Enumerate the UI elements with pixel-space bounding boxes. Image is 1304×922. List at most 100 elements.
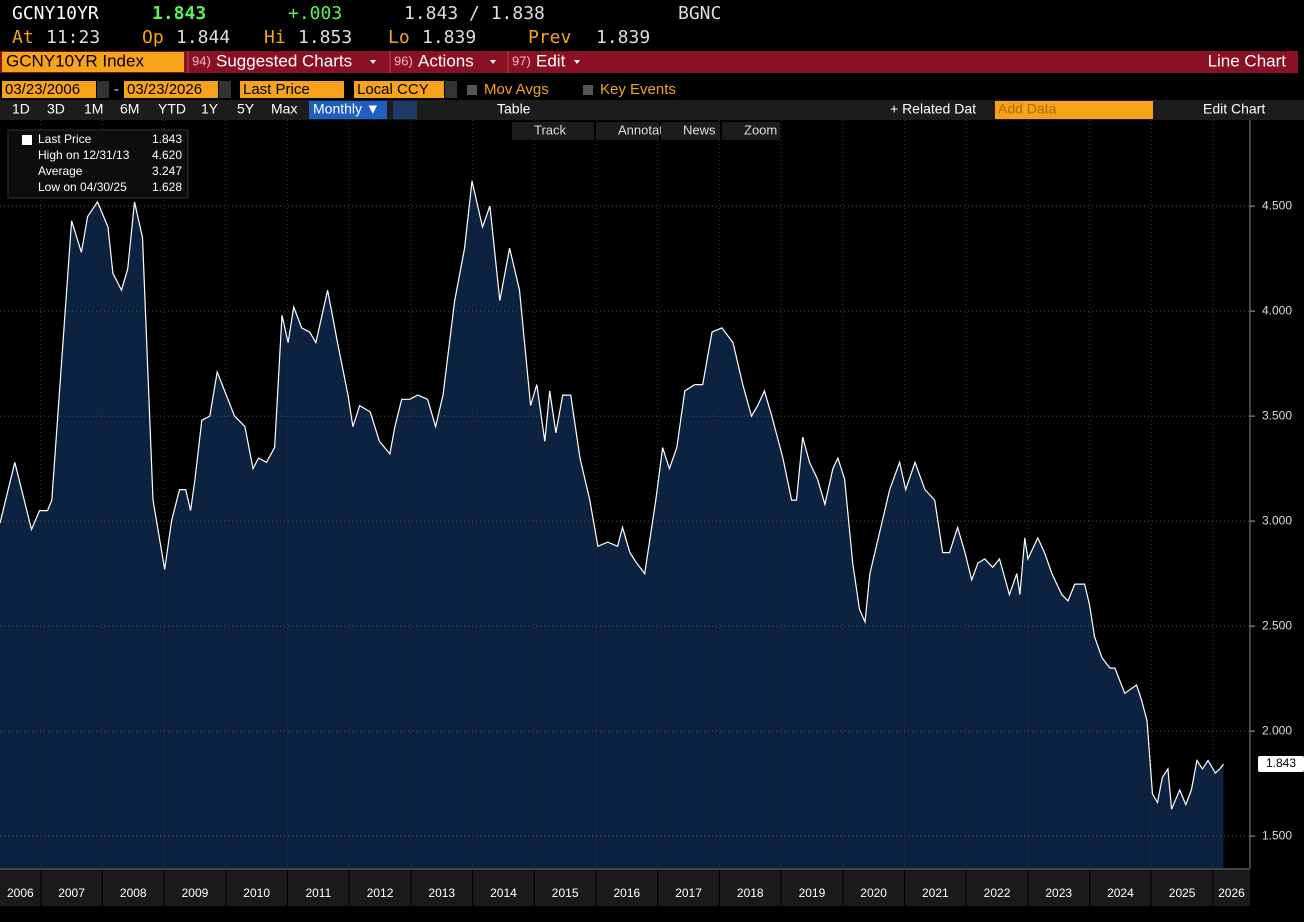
field-value: 1.839 <box>422 27 476 48</box>
x-tick-label: 2024 <box>1107 886 1134 900</box>
field-value: 1.844 <box>176 27 230 48</box>
field-label: Prev <box>528 27 571 48</box>
x-tick-label: 2007 <box>58 886 85 900</box>
calendar-icon[interactable] <box>219 81 231 98</box>
x-axis-band <box>0 870 1250 906</box>
legend-label: Low on 04/30/25 <box>38 180 127 194</box>
x-tick-label: 2010 <box>243 886 270 900</box>
line <box>0 180 1224 810</box>
tool-label: News <box>683 122 716 137</box>
security: GCNY10YR Index <box>6 51 144 70</box>
x-tick-label: 2022 <box>984 886 1011 900</box>
field-label: Lo <box>388 27 410 48</box>
menu-num: 94) <box>192 53 211 68</box>
legend-value: 1.843 <box>152 132 182 146</box>
security-box[interactable] <box>2 52 184 72</box>
dropdown[interactable] <box>445 81 457 98</box>
tool-button[interactable] <box>661 122 720 140</box>
legend-value: 3.247 <box>152 164 182 178</box>
x-tick-label: 2012 <box>367 886 394 900</box>
y-tick-label: 2.500 <box>1262 618 1292 632</box>
mov-avgs[interactable]: Mov Avgs <box>484 81 549 98</box>
period-button[interactable]: YTD <box>158 101 186 117</box>
tool-label: Annotate <box>618 122 670 137</box>
frequency: Monthly ▼ <box>313 101 380 117</box>
tool-button[interactable] <box>722 122 780 140</box>
table-button[interactable]: Table <box>497 101 531 117</box>
line-icon[interactable] <box>393 101 417 119</box>
end-date: 03/23/2026 <box>127 81 202 98</box>
y-tick-label: 1.500 <box>1262 828 1292 842</box>
chart-kind: Line Chart <box>1208 51 1287 70</box>
area <box>0 180 1224 868</box>
legend-label: High on 12/31/13 <box>38 148 130 162</box>
menu-item[interactable]: Edit <box>536 51 566 70</box>
start-date: 03/23/2006 <box>5 81 80 98</box>
x-tick-label: 2009 <box>182 886 209 900</box>
tool-button[interactable] <box>512 122 594 140</box>
related-data[interactable]: + Related Dat <box>890 101 976 117</box>
edit-chart[interactable]: Edit Chart <box>1203 101 1265 117</box>
field-label: At <box>12 27 34 48</box>
y-tick-label: 3.500 <box>1262 408 1292 422</box>
period-button[interactable]: Max <box>271 101 297 117</box>
menu-caret <box>490 60 496 64</box>
date-dash: - <box>114 81 119 98</box>
x-tick-label: 2018 <box>737 886 764 900</box>
period-button[interactable]: 6M <box>120 101 139 117</box>
currency: Local CCY <box>357 81 429 98</box>
period-button[interactable]: 5Y <box>237 101 255 117</box>
bid-ask: 1.843 / 1.838 <box>404 3 545 24</box>
menu-item[interactable]: Suggested Charts <box>216 51 352 70</box>
legend-value: 4.620 <box>152 148 182 162</box>
menu-bar <box>0 51 1298 73</box>
x-tick-label: 2006 <box>7 886 34 900</box>
calendar-icon[interactable] <box>97 81 109 98</box>
tool-label: Track <box>534 122 567 137</box>
field: Last Price <box>243 81 310 98</box>
x-tick-label: 2019 <box>799 886 826 900</box>
y-tick-label: 3.000 <box>1262 513 1292 527</box>
menu-caret <box>370 60 376 64</box>
price: 1.843 <box>152 3 206 24</box>
x-tick-label: 2008 <box>120 886 147 900</box>
x-tick-label: 2021 <box>922 886 949 900</box>
add-data-box[interactable] <box>995 101 1153 119</box>
y-tick-label: 4.000 <box>1262 303 1292 317</box>
x-tick-label: 2023 <box>1045 886 1072 900</box>
ticker: GCNY10YR <box>12 3 99 24</box>
x-tick-label: 2011 <box>305 886 331 900</box>
end-date-box[interactable] <box>124 81 218 98</box>
y-tick-label: 4.500 <box>1262 198 1292 212</box>
field-value: 11:23 <box>46 27 100 48</box>
x-tick-label: 2017 <box>675 886 702 900</box>
checkbox[interactable] <box>583 85 593 95</box>
period-button[interactable]: 3D <box>47 101 65 117</box>
x-tick-label: 2013 <box>428 886 455 900</box>
x-tick-label: 2014 <box>490 886 517 900</box>
period-button[interactable]: 1Y <box>201 101 219 117</box>
start-date-box[interactable] <box>2 81 96 98</box>
tool-button[interactable] <box>596 122 659 140</box>
period-button[interactable]: 1D <box>12 101 30 117</box>
legend-label: Average <box>38 164 83 178</box>
checkbox[interactable] <box>467 85 477 95</box>
legend-swatch <box>22 135 32 145</box>
key-events[interactable]: Key Events <box>600 81 676 98</box>
field-value: 1.839 <box>596 27 650 48</box>
field-box[interactable] <box>240 81 344 98</box>
change: +.003 <box>288 3 342 24</box>
currency-box[interactable] <box>354 81 444 98</box>
y-tick-label: 2.000 <box>1262 723 1292 737</box>
field-label: Op <box>142 27 164 48</box>
menu-caret <box>574 60 580 64</box>
legend-box <box>7 129 189 199</box>
tool-label: Zoom <box>744 122 777 137</box>
period-button[interactable]: 1M <box>84 101 103 117</box>
add-data: Add Data <box>998 101 1057 117</box>
frequency-box[interactable] <box>309 101 387 119</box>
field-label: Hi <box>264 27 286 48</box>
menu-item[interactable]: Actions <box>418 51 474 70</box>
